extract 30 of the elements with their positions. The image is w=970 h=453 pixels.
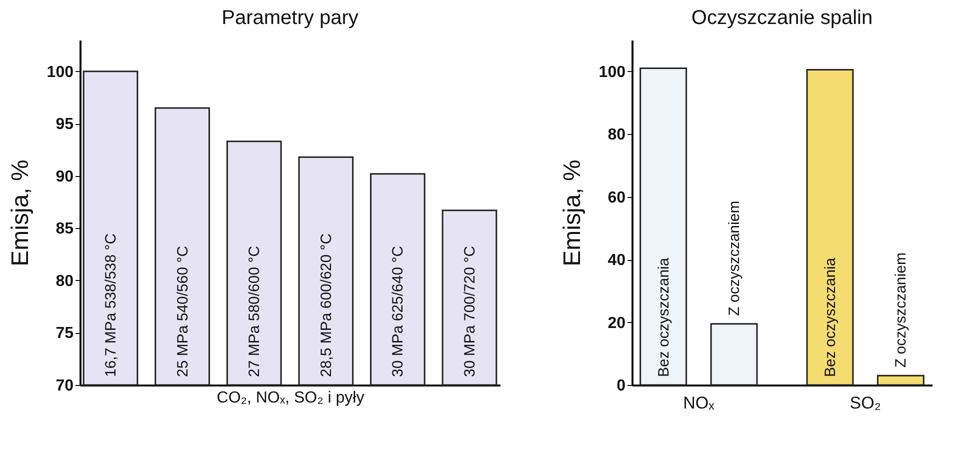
x-tick-label: 27 MPa 580/600 °C	[246, 246, 264, 377]
x-tick-label: 16,7 MPa 538/538 °C	[102, 233, 120, 377]
text: Bez oczyszczania	[822, 258, 839, 377]
y-tick-label: 0	[616, 378, 626, 394]
x-tick-label: 30 MPa 625/640 °C	[390, 246, 407, 377]
x-tick-label: 28,5 MPa 600/620 °C	[318, 233, 335, 377]
y-tick-label: 80	[56, 272, 74, 290]
x-tick-label: NOₓ	[683, 394, 715, 412]
y-tick-label: 90	[56, 168, 74, 186]
series-label: Bez oczyszczania	[655, 257, 672, 377]
chart-title: Parametry pary	[222, 7, 358, 29]
y-tick-label: 60	[608, 189, 626, 206]
x-tick-label: 30 MPa 700/720 °C	[461, 246, 478, 377]
y-axis-title: Emisja, %	[558, 160, 586, 266]
y-tick-label: 100	[46, 64, 74, 81]
y-tick-label: 70	[56, 378, 74, 394]
y-tick-label: 100	[598, 64, 626, 81]
x-axis-title: CO₂, NOₓ, SO₂ i pyły	[216, 390, 364, 406]
y-tick-label: 85	[56, 220, 74, 238]
text: Z oczyszczaniem	[892, 252, 910, 368]
x-tick-label: 25 MPa 540/560 °C	[174, 246, 192, 377]
y-axis-title: Emisja, %	[6, 160, 34, 266]
y-tick-label: 20	[608, 314, 626, 332]
y-tick-label: 40	[608, 252, 626, 270]
y-tick-label: 80	[608, 126, 626, 144]
y-tick-label: 75	[56, 325, 74, 342]
chart-title: Oczyszczanie spalin	[691, 7, 873, 29]
text: Z oczyszczaniem	[726, 200, 744, 316]
y-tick-label: 95	[56, 116, 74, 134]
x-tick-label: SO₂	[850, 394, 881, 412]
